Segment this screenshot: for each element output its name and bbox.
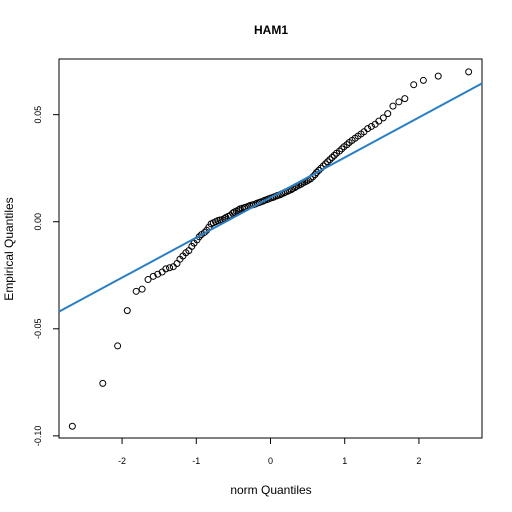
plot-area — [58, 68, 483, 430]
x-axis-label: norm Quantiles — [230, 483, 311, 497]
data-point — [169, 263, 177, 271]
y-axis-label: Empirical Quantiles — [2, 197, 16, 300]
data-point — [68, 422, 76, 430]
data-point — [313, 168, 321, 176]
x-tick-label: 2 — [416, 456, 421, 466]
data-point — [434, 72, 442, 80]
data-point — [364, 125, 372, 133]
y-tick-label: 0.05 — [33, 106, 43, 124]
chart-title: HAM1 — [254, 23, 288, 37]
data-point — [149, 272, 157, 280]
y-tick-label: -0.10 — [33, 426, 43, 447]
data-point — [132, 287, 140, 295]
data-point — [99, 379, 107, 387]
data-point — [235, 206, 243, 214]
data-point — [173, 259, 181, 267]
qq-reference-line — [58, 82, 483, 313]
y-tick-label: 0.00 — [33, 213, 43, 231]
data-point — [336, 147, 344, 155]
data-point — [375, 117, 383, 125]
data-point — [162, 265, 170, 273]
x-tick-label: 0 — [268, 456, 273, 466]
data-point — [324, 158, 332, 166]
data-point — [338, 145, 346, 153]
data-point — [401, 95, 409, 103]
x-tick-label: -2 — [118, 456, 126, 466]
data-point — [154, 270, 162, 278]
data-point — [123, 307, 131, 315]
data-point — [330, 151, 338, 159]
data-point — [144, 276, 152, 284]
data-point — [367, 122, 375, 130]
data-point — [389, 102, 397, 110]
data-point — [114, 342, 122, 350]
data-point — [343, 141, 351, 149]
data-point — [379, 114, 387, 122]
x-axis: -2 -1 0 1 2 — [118, 437, 421, 466]
data-point — [138, 285, 146, 293]
data-point — [410, 81, 418, 89]
y-axis: -0.10 -0.05 0.00 0.05 — [33, 106, 60, 447]
data-point — [326, 156, 334, 164]
data-point — [166, 264, 174, 272]
data-point — [395, 98, 403, 106]
data-point — [384, 110, 392, 118]
plot-frame — [58, 58, 483, 439]
data-point — [465, 68, 473, 76]
x-tick-label: 1 — [342, 456, 347, 466]
x-tick-label: -1 — [192, 456, 200, 466]
y-tick-label: -0.05 — [33, 319, 43, 340]
data-point — [419, 76, 427, 84]
data-point — [328, 153, 336, 161]
data-point — [229, 209, 237, 217]
